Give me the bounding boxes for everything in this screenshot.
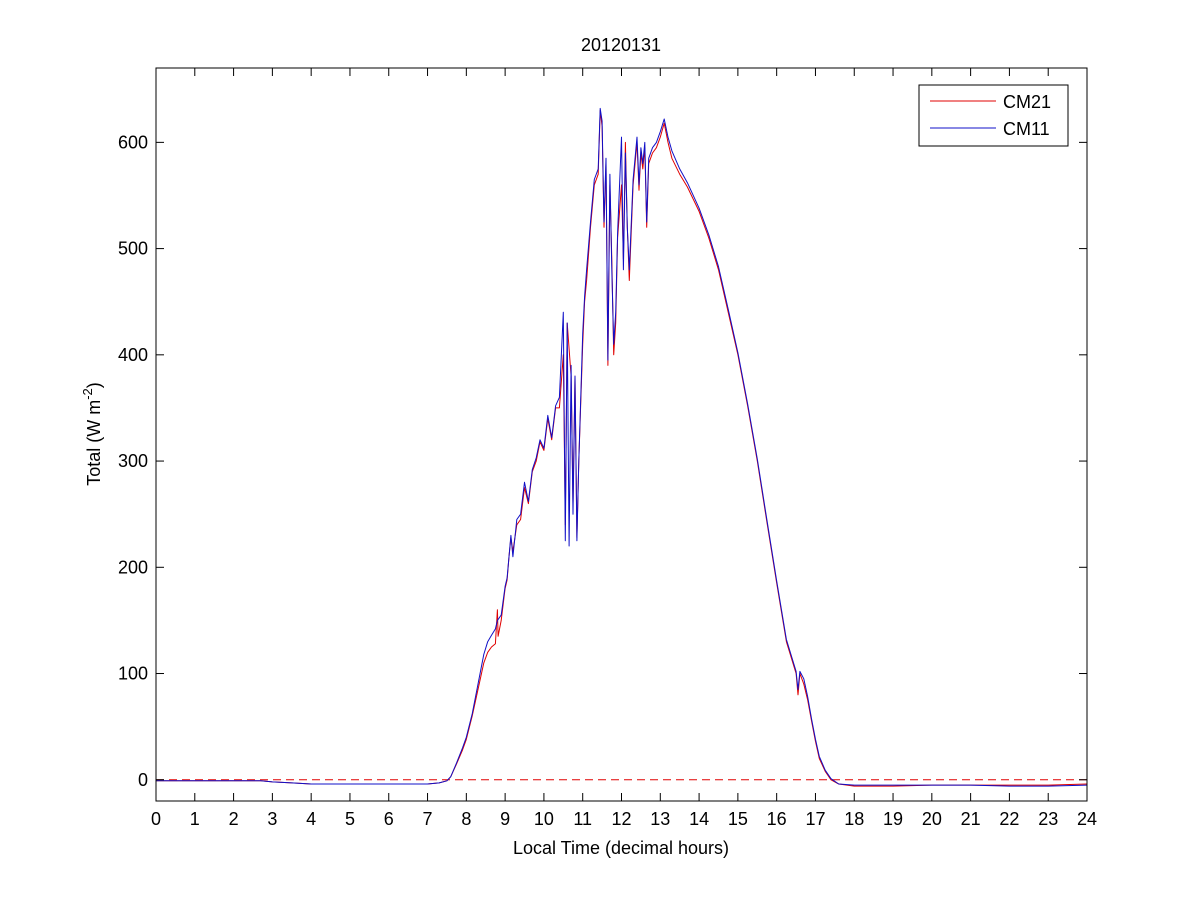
x-tick-label: 9 — [500, 809, 510, 829]
y-axis-label: Total (W m-2) — [80, 382, 104, 486]
x-tick-label: 24 — [1077, 809, 1097, 829]
tick-layer: 0 1 2 3 4 5 6 7 8 9 10 11 12 13 14 15 16 17 18 19 20 21 22 23 24… — [118, 68, 1097, 829]
x-tick-label: 20 — [922, 809, 942, 829]
y-tick-label: 300 — [118, 451, 148, 471]
x-tick-label: 15 — [728, 809, 748, 829]
y-tick-label: 100 — [118, 664, 148, 684]
y-tick-label: 400 — [118, 345, 148, 365]
x-tick-label: 7 — [423, 809, 433, 829]
x-tick-label: 4 — [306, 809, 316, 829]
y-axis-label-superscript: -2 — [80, 388, 95, 400]
x-tick-label: 13 — [650, 809, 670, 829]
x-tick-label: 6 — [384, 809, 394, 829]
x-tick-label: 23 — [1038, 809, 1058, 829]
x-axis-label: Local Time (decimal hours) — [513, 838, 729, 858]
x-tick-label: 12 — [611, 809, 631, 829]
x-tick-label: 22 — [999, 809, 1019, 829]
x-tick-label: 2 — [229, 809, 239, 829]
y-axis-label-suffix: ) — [84, 382, 104, 388]
x-tick-label: 3 — [267, 809, 277, 829]
y-axis-label-main: Total (W m — [84, 400, 104, 486]
series-line-cm11 — [156, 107, 1088, 787]
x-tick-label: 8 — [461, 809, 471, 829]
legend-box — [918, 84, 1069, 147]
x-tick-label: 11 — [573, 809, 592, 829]
x-tick-label: 14 — [689, 809, 709, 829]
x-tick-label: 18 — [844, 809, 864, 829]
legend-label-cm21: CM21 — [1003, 92, 1051, 112]
x-tick-label: 1 — [190, 809, 200, 829]
x-tick-label: 17 — [805, 809, 825, 829]
x-tick-label: 5 — [345, 809, 355, 829]
y-tick-label: 200 — [118, 557, 148, 577]
plot-layer — [156, 107, 1088, 787]
y-tick-label: 0 — [138, 770, 148, 790]
x-tick-label: 0 — [151, 809, 161, 829]
legend-label-cm11: CM11 — [1003, 119, 1050, 139]
y-tick-label: 600 — [118, 132, 148, 152]
legend: CM21 CM11 — [918, 84, 1069, 147]
x-tick-label: 21 — [961, 809, 981, 829]
y-tick-label: 500 — [118, 239, 148, 259]
chart-title: 20120131 — [581, 35, 661, 55]
x-tick-label: 16 — [767, 809, 787, 829]
x-tick-label: 19 — [883, 809, 903, 829]
x-tick-label: 10 — [534, 809, 554, 829]
